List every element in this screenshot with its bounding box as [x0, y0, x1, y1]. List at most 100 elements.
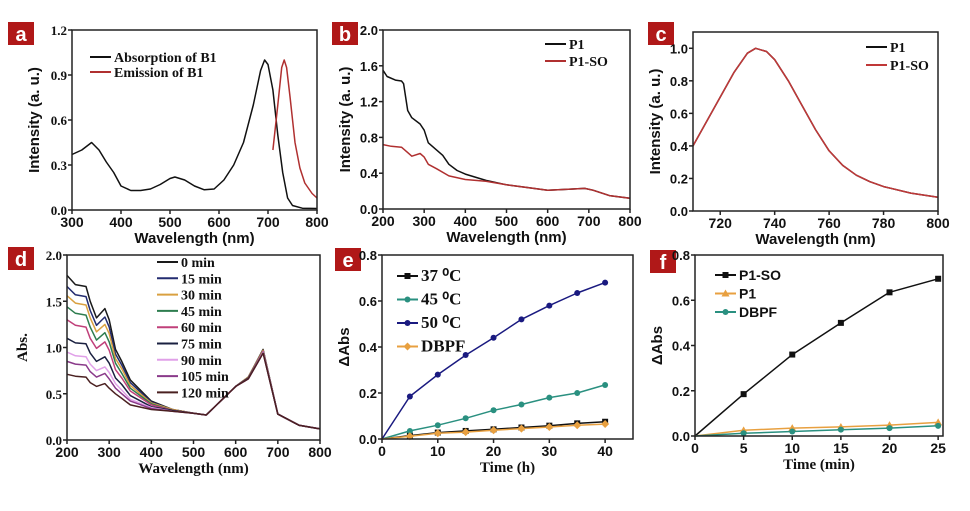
data-point: [433, 429, 442, 438]
x-tick-label: 10: [430, 443, 446, 459]
x-tick-label: 720: [709, 215, 733, 231]
series-line: [694, 425, 939, 437]
x-tick-label: 500: [495, 213, 519, 229]
data-point: [406, 427, 413, 434]
y-tick-label: 0.8: [670, 74, 688, 89]
x-tick-label: 200: [371, 213, 395, 229]
y-tick-label: 1.2: [51, 23, 67, 38]
legend-label: 37 ⁰C: [421, 266, 461, 285]
series-line: [71, 59, 318, 210]
data-point: [490, 407, 497, 414]
y-tick-label: 0.8: [360, 130, 378, 145]
data-point: [837, 319, 844, 326]
series-line: [381, 281, 606, 440]
x-tick-label: 400: [454, 213, 478, 229]
legend-marker: [721, 289, 730, 297]
data-point: [740, 391, 747, 398]
legend-label: 105 min: [181, 370, 229, 385]
y-tick-label: 1.6: [360, 59, 378, 74]
y-tick-label: 0.0: [360, 202, 378, 217]
legend-marker: [404, 296, 411, 303]
x-axis-label: Time (min): [783, 457, 855, 473]
legend-label: 45 min: [181, 305, 222, 320]
panel-label-box: [8, 22, 34, 45]
data-point: [935, 275, 942, 282]
x-tick-label: 700: [256, 214, 280, 230]
data-point: [434, 422, 441, 429]
y-tick-label: 0.2: [672, 384, 690, 399]
legend-label: P1: [569, 38, 585, 53]
y-axis-label: Intensity (a. u.): [647, 69, 664, 175]
x-tick-label: 300: [60, 214, 84, 230]
data-point: [574, 289, 581, 296]
data-point: [490, 334, 497, 341]
x-tick-label: 600: [224, 444, 248, 460]
y-tick-label: 1.5: [46, 294, 63, 309]
y-tick-label: 0.6: [670, 106, 688, 121]
panel-label-box: [335, 248, 361, 271]
series-line: [692, 47, 939, 198]
legend-label: 75 min: [181, 338, 222, 353]
x-tick-label: 800: [618, 213, 642, 229]
x-tick-label: 25: [930, 440, 946, 456]
y-tick-label: 1.0: [670, 41, 688, 56]
x-tick-label: 40: [597, 443, 613, 459]
series-line: [382, 69, 631, 200]
x-tick-label: 20: [882, 440, 898, 456]
series-line: [66, 352, 321, 430]
x-tick-label: 10: [784, 440, 800, 456]
data-point: [462, 415, 469, 422]
data-point: [517, 424, 526, 433]
y-tick-label: 0.4: [359, 340, 378, 355]
x-tick-label: 300: [412, 213, 436, 229]
data-point: [406, 393, 413, 400]
y-tick-label: 0.4: [360, 166, 379, 181]
x-tick-label: 800: [305, 214, 329, 230]
legend-label: 50 ⁰C: [421, 313, 461, 332]
panel-label-box: [648, 22, 674, 45]
x-axis-label: Wavelength (nm): [755, 231, 875, 248]
legend-label: Emission of B1: [114, 66, 203, 81]
y-axis-label: Intensity (a. u.): [26, 67, 43, 173]
data-point: [518, 316, 525, 323]
data-point: [935, 422, 942, 429]
panel-label: b: [339, 24, 351, 46]
data-point: [886, 289, 893, 296]
y-tick-label: 0.6: [359, 294, 377, 309]
legend-label: 0 min: [181, 256, 215, 271]
y-axis-label: Abs.: [15, 333, 31, 362]
x-tick-label: 800: [308, 444, 332, 460]
legend-label: 30 min: [181, 289, 222, 304]
x-tick-label: 780: [872, 215, 896, 231]
data-point: [546, 302, 553, 309]
data-point: [574, 390, 581, 396]
x-tick-label: 700: [266, 444, 290, 460]
y-tick-label: 0.8: [672, 248, 690, 263]
x-tick-label: 700: [577, 213, 601, 229]
series-line: [694, 278, 939, 437]
y-tick-label: 0.8: [359, 248, 377, 263]
plot-frame: [692, 31, 939, 212]
panel-label-box: [332, 22, 358, 45]
x-tick-label: 15: [833, 440, 849, 456]
legend-label: P1-SO: [569, 55, 608, 70]
y-tick-label: 1.0: [46, 341, 62, 356]
y-tick-label: 1.2: [360, 95, 378, 110]
y-tick-label: 0.9: [51, 68, 68, 83]
x-tick-label: 800: [926, 215, 950, 231]
legend-marker: [722, 309, 729, 315]
legend-marker: [722, 272, 729, 278]
y-axis-label: Intensity (a. u.): [337, 67, 354, 173]
x-tick-label: 740: [763, 215, 787, 231]
y-tick-label: 0.6: [51, 113, 68, 128]
y-tick-label: 0.2: [359, 386, 377, 401]
panel-label-box: [650, 250, 676, 273]
y-tick-label: 0.5: [46, 387, 63, 402]
y-axis-label: ΔAbs: [336, 327, 353, 366]
y-tick-label: 0.0: [51, 203, 67, 218]
data-point: [602, 381, 609, 388]
legend-label: Absorption of B1: [114, 51, 217, 66]
data-point: [740, 430, 747, 437]
legend-label: 15 min: [181, 272, 222, 287]
